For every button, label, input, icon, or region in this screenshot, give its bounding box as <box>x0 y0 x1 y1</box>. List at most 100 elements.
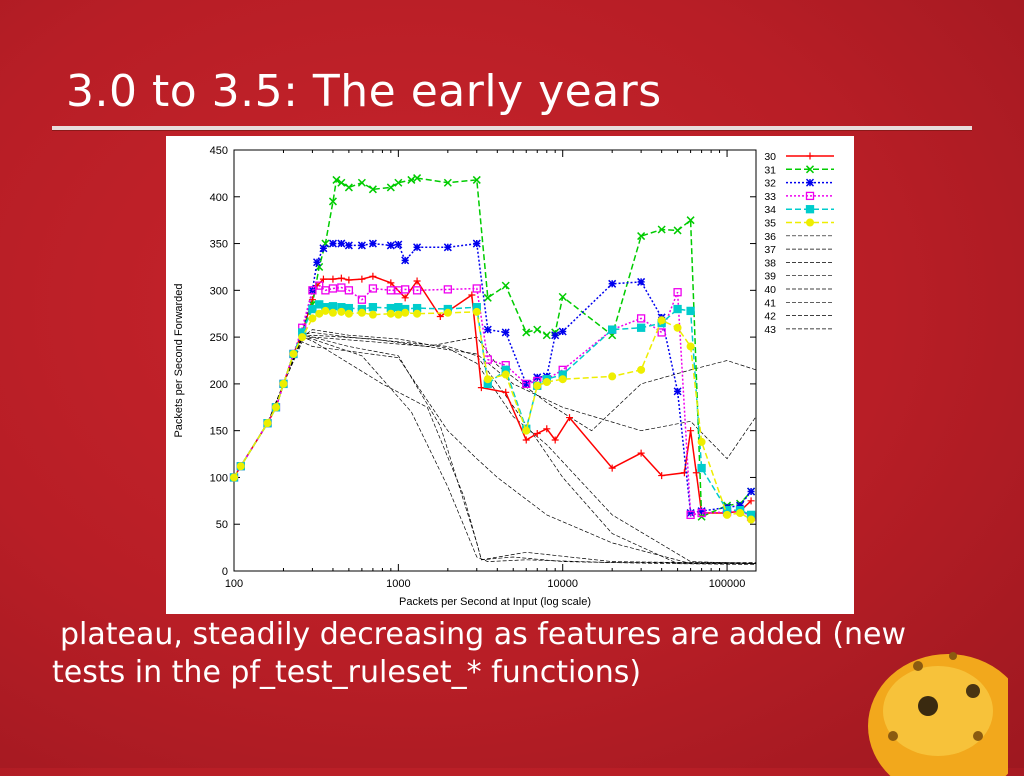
series-35-point <box>558 375 567 384</box>
series-30-point <box>566 414 574 422</box>
legend-label: 31 <box>764 164 776 176</box>
series-30-point <box>369 272 377 280</box>
series-31-point <box>542 331 551 340</box>
series-32-point <box>357 241 366 250</box>
series-35-point <box>483 375 492 384</box>
series-35-point <box>298 333 307 342</box>
series-30-point <box>502 388 510 396</box>
series-30-point <box>692 469 700 477</box>
series-33-point <box>686 510 695 520</box>
series-32-point <box>686 508 695 518</box>
series-35-point <box>697 437 706 446</box>
series-33-point <box>657 328 666 337</box>
series-32-point <box>401 256 410 265</box>
legend-label: 33 <box>764 191 776 203</box>
series-31-point <box>686 216 695 225</box>
series-34-point <box>308 304 317 314</box>
y-tick-label: 300 <box>210 285 228 297</box>
series-30-point <box>533 429 541 437</box>
series-35-point <box>236 462 245 471</box>
legend-label: 34 <box>764 204 776 216</box>
series-35-point <box>542 378 551 387</box>
series-33-point <box>368 284 378 293</box>
series-35-point <box>344 309 353 318</box>
series-43-line <box>233 341 756 564</box>
series-32-point <box>386 241 395 250</box>
series-30-point <box>329 275 337 283</box>
y-tick-label: 50 <box>216 519 228 531</box>
series-32-point <box>522 379 531 388</box>
series-35-point <box>289 349 298 358</box>
series-31-point <box>344 183 353 192</box>
series-42-line <box>233 334 757 478</box>
y-tick-label: 350 <box>210 239 228 251</box>
series-31-point <box>522 328 531 337</box>
series-35-point <box>337 307 346 316</box>
series-35-point <box>443 308 452 317</box>
series-32-point <box>328 239 337 248</box>
series-34-point <box>686 306 695 316</box>
series-35-point <box>321 306 330 315</box>
series-33-point <box>412 286 422 295</box>
series-31-point <box>501 281 510 290</box>
series-32-point <box>747 487 756 496</box>
series-33-point <box>673 288 682 297</box>
series-31-point <box>357 178 366 187</box>
series-32-point <box>483 325 492 334</box>
series-33-point <box>357 295 367 304</box>
series-36-line <box>233 329 757 564</box>
series-30-point <box>608 464 616 472</box>
legend-label: 40 <box>764 284 776 296</box>
caption-line-2: tests in the pf_test_ruleset_* functions… <box>52 655 642 690</box>
series-32-point <box>337 239 346 248</box>
series-31-point <box>368 185 377 194</box>
series-32-point <box>344 241 353 250</box>
series-34-point <box>368 303 378 312</box>
series-30-point <box>436 313 444 321</box>
y-tick-label: 150 <box>210 426 228 438</box>
legend-label: 43 <box>764 324 776 336</box>
series-41-line <box>233 334 757 478</box>
series-35-point <box>723 510 732 519</box>
series-35-point <box>637 365 646 374</box>
legend-label: 32 <box>764 178 776 190</box>
series-35-point <box>657 316 666 325</box>
series-35-point <box>328 308 337 317</box>
series-31-point <box>657 225 666 234</box>
series-32-point <box>551 331 560 340</box>
y-tick-label: 200 <box>210 379 228 391</box>
legend-marker <box>805 165 815 174</box>
caption-line-1: plateau, steadily decreasing as features… <box>60 617 907 652</box>
series-31-line <box>233 177 752 518</box>
series-30-point <box>387 279 395 287</box>
series-31-point <box>328 197 337 206</box>
series-31-point <box>558 292 567 301</box>
slide-title: 3.0 to 3.5: The early years <box>66 66 662 117</box>
legend-label: 41 <box>764 297 776 309</box>
series-32-point <box>501 328 510 337</box>
slide-caption: plateau, steadily decreasing as features… <box>52 616 952 692</box>
series-30-point <box>413 277 421 285</box>
series-32-point <box>697 507 706 516</box>
series-35-point <box>747 515 756 524</box>
series-35-point <box>308 314 317 323</box>
series-31-point <box>472 175 481 184</box>
series-30-point <box>401 294 409 302</box>
x-tick-label: 10000 <box>547 578 578 590</box>
x-tick-label: 100 <box>225 578 243 590</box>
series-34-point <box>697 463 706 473</box>
title-divider <box>52 126 972 131</box>
series-35-point <box>357 308 366 317</box>
series-35-point <box>394 310 403 319</box>
series-32-point <box>394 240 403 249</box>
series-31-point <box>483 293 492 302</box>
series-33-point <box>308 286 317 295</box>
series-31-point <box>413 174 422 183</box>
y-tick-label: 0 <box>222 566 228 578</box>
series-33-point <box>328 284 338 293</box>
legend-label: 38 <box>764 257 776 269</box>
series-35-point <box>401 308 410 317</box>
series-35-point <box>501 370 510 379</box>
series-34-point <box>394 303 403 312</box>
series-30-point <box>543 425 551 433</box>
